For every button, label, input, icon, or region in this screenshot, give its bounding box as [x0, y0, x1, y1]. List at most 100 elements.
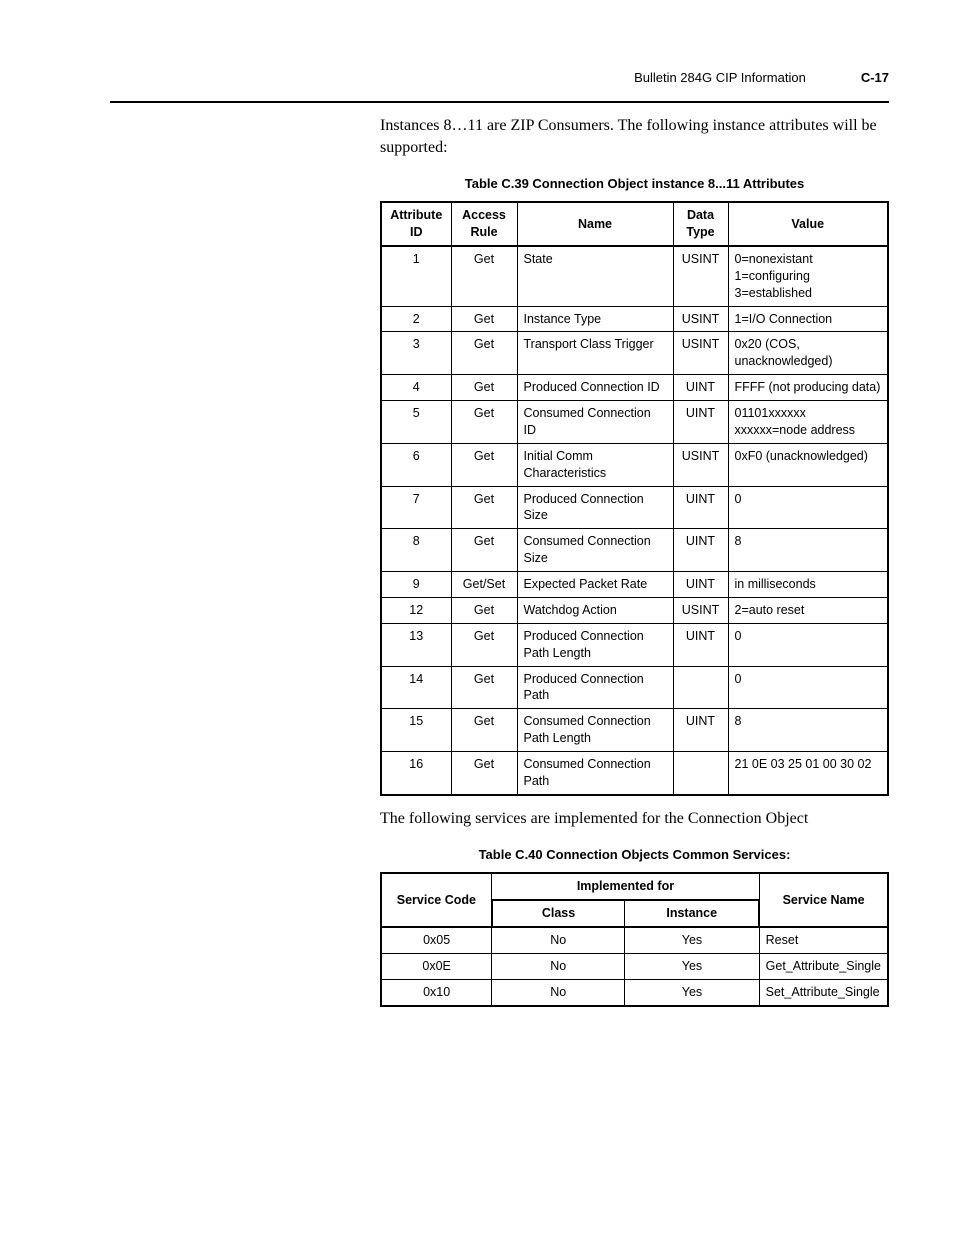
- table-cell: Watchdog Action: [517, 597, 673, 623]
- table-cell: 15: [381, 709, 451, 752]
- table-cell: Produced Connection Path: [517, 666, 673, 709]
- table-cell: Get: [451, 709, 517, 752]
- intro-paragraph-1: Instances 8…11 are ZIP Consumers. The fo…: [380, 115, 889, 158]
- table-cell: No: [492, 954, 625, 980]
- table-cell: 0: [728, 623, 888, 666]
- table-cell: Initial Comm Characteristics: [517, 443, 673, 486]
- table-cell: 12: [381, 597, 451, 623]
- table-row: 3GetTransport Class TriggerUSINT0x20 (CO…: [381, 332, 888, 375]
- table-cell: Get: [451, 623, 517, 666]
- table-cell: USINT: [673, 443, 728, 486]
- table-cell: Consumed Connection Path Length: [517, 709, 673, 752]
- table-cell: 13: [381, 623, 451, 666]
- col-service-code: Service Code: [381, 873, 492, 927]
- table-cell: [673, 666, 728, 709]
- table-cell: in milliseconds: [728, 572, 888, 598]
- table-2-caption: Table C.40 Connection Objects Common Ser…: [380, 847, 889, 862]
- table-cell: 2=auto reset: [728, 597, 888, 623]
- table-cell: Set_Attribute_Single: [759, 979, 888, 1005]
- table-cell: 3: [381, 332, 451, 375]
- table-row: 14GetProduced Connection Path0: [381, 666, 888, 709]
- table-cell: 0xF0 (unacknowledged): [728, 443, 888, 486]
- table-cell: 16: [381, 752, 451, 795]
- table-cell: Get/Set: [451, 572, 517, 598]
- table-cell: Get: [451, 486, 517, 529]
- table-cell: Consumed Connection Path: [517, 752, 673, 795]
- table-cell: 0=nonexistant 1=configuring 3=establishe…: [728, 246, 888, 306]
- table-header-row: Service Code Implemented for Service Nam…: [381, 873, 888, 900]
- table-cell: 5: [381, 401, 451, 444]
- table-cell: USINT: [673, 332, 728, 375]
- header-title: Bulletin 284G CIP Information: [634, 70, 806, 85]
- table-row: 2GetInstance TypeUSINT1=I/O Connection: [381, 306, 888, 332]
- table-cell: 2: [381, 306, 451, 332]
- table-cell: UINT: [673, 623, 728, 666]
- table-cell: 8: [381, 529, 451, 572]
- table-cell: 8: [728, 529, 888, 572]
- table-cell: Get: [451, 246, 517, 306]
- table-cell: 0x10: [381, 979, 492, 1005]
- table-cell: 7: [381, 486, 451, 529]
- table-cell: USINT: [673, 246, 728, 306]
- col-data-type: Data Type: [673, 202, 728, 246]
- table-cell: 0x0E: [381, 954, 492, 980]
- services-table: Service Code Implemented for Service Nam…: [380, 872, 889, 1006]
- table-row: 6GetInitial Comm CharacteristicsUSINT0xF…: [381, 443, 888, 486]
- table-row: 7GetProduced Connection SizeUINT0: [381, 486, 888, 529]
- col-value: Value: [728, 202, 888, 246]
- table-row: 0x05NoYesReset: [381, 927, 888, 953]
- table-cell: [673, 752, 728, 795]
- table-cell: USINT: [673, 306, 728, 332]
- table-cell: UINT: [673, 529, 728, 572]
- table-cell: Expected Packet Rate: [517, 572, 673, 598]
- table-cell: UINT: [673, 401, 728, 444]
- table-cell: No: [492, 927, 625, 953]
- table-row: 8GetConsumed Connection SizeUINT8: [381, 529, 888, 572]
- attributes-table: Attribute ID Access Rule Name Data Type …: [380, 201, 889, 796]
- table-cell: No: [492, 979, 625, 1005]
- table-row: 1GetStateUSINT0=nonexistant 1=configurin…: [381, 246, 888, 306]
- table-cell: Get: [451, 666, 517, 709]
- col-instance: Instance: [625, 900, 759, 927]
- table-cell: Get: [451, 443, 517, 486]
- table-row: 16GetConsumed Connection Path21 0E 03 25…: [381, 752, 888, 795]
- table-cell: Produced Connection Size: [517, 486, 673, 529]
- table-cell: Transport Class Trigger: [517, 332, 673, 375]
- table-cell: Get: [451, 306, 517, 332]
- table-cell: 01101xxxxxx xxxxxx=node address: [728, 401, 888, 444]
- table-cell: 0x05: [381, 927, 492, 953]
- table-cell: 0: [728, 486, 888, 529]
- table-cell: Get: [451, 529, 517, 572]
- table-cell: UINT: [673, 375, 728, 401]
- table-cell: Yes: [625, 927, 759, 953]
- col-service-name: Service Name: [759, 873, 888, 927]
- table-cell: UINT: [673, 486, 728, 529]
- table-cell: Get_Attribute_Single: [759, 954, 888, 980]
- col-class: Class: [492, 900, 625, 927]
- table-header-row: Attribute ID Access Rule Name Data Type …: [381, 202, 888, 246]
- table-cell: 0: [728, 666, 888, 709]
- table-cell: 1=I/O Connection: [728, 306, 888, 332]
- table-row: 5GetConsumed Connection IDUINT01101xxxxx…: [381, 401, 888, 444]
- table-cell: 6: [381, 443, 451, 486]
- running-header: Bulletin 284G CIP Information C-17: [110, 70, 889, 91]
- table-cell: Reset: [759, 927, 888, 953]
- page-container: Bulletin 284G CIP Information C-17 Insta…: [0, 0, 954, 1047]
- table-cell: UINT: [673, 709, 728, 752]
- table-cell: Yes: [625, 979, 759, 1005]
- table-cell: Yes: [625, 954, 759, 980]
- table-cell: FFFF (not producing data): [728, 375, 888, 401]
- table-row: 13GetProduced Connection Path LengthUINT…: [381, 623, 888, 666]
- table-row: 0x0ENoYesGet_Attribute_Single: [381, 954, 888, 980]
- table-cell: Get: [451, 752, 517, 795]
- table-cell: Get: [451, 401, 517, 444]
- table-row: 0x10NoYesSet_Attribute_Single: [381, 979, 888, 1005]
- col-access-rule: Access Rule: [451, 202, 517, 246]
- table-row: 12GetWatchdog ActionUSINT2=auto reset: [381, 597, 888, 623]
- table-cell: UINT: [673, 572, 728, 598]
- table-row: 9Get/SetExpected Packet RateUINTin milli…: [381, 572, 888, 598]
- col-attr-id: Attribute ID: [381, 202, 451, 246]
- table-cell: Consumed Connection Size: [517, 529, 673, 572]
- table-cell: Instance Type: [517, 306, 673, 332]
- table-cell: Consumed Connection ID: [517, 401, 673, 444]
